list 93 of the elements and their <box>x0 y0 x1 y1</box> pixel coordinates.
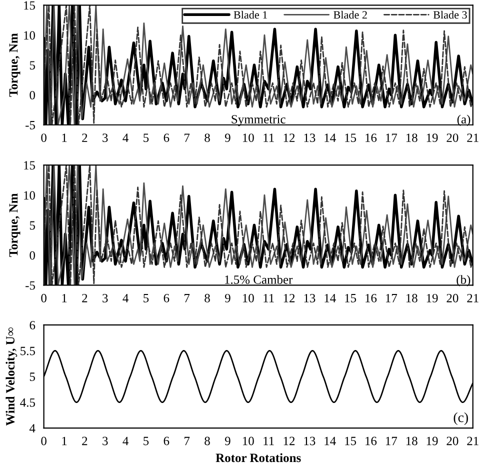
y-tick-label: 4.5 <box>20 398 36 407</box>
x-tick-label: 20 <box>446 294 458 302</box>
x-tick-label: 3 <box>102 134 108 142</box>
x-tick-label: 1 <box>62 436 67 446</box>
x-tick-label: 0 <box>41 436 46 446</box>
x-tick-label: 12 <box>284 134 295 142</box>
x-tick-label: 0 <box>41 134 46 142</box>
x-axis-title: Rotor Rotations <box>216 453 301 462</box>
y-axis-title: Torque, Nm <box>9 193 20 257</box>
x-tick-label: 9 <box>224 134 230 142</box>
y-tick-label: 5.5 <box>20 346 36 356</box>
x-tick-label: 2 <box>82 294 88 302</box>
x-tick-label: 16 <box>366 436 377 446</box>
x-tick-label: 20 <box>446 134 458 142</box>
y-tick-label: 5 <box>30 372 36 381</box>
x-tick-label: 3 <box>102 436 108 446</box>
x-tick-label: 4 <box>122 294 128 302</box>
annotation: Symmetric <box>232 115 286 126</box>
x-tick-label: 14 <box>324 134 336 142</box>
x-tick-label: 9 <box>224 436 230 446</box>
x-tick-label: 16 <box>366 134 377 142</box>
y-tick-label: 5 <box>30 61 36 70</box>
y-tick-label: -5 <box>26 121 36 130</box>
y-axis-title: Torque, Nm <box>9 33 20 97</box>
x-tick-label: 7 <box>184 294 190 302</box>
x-tick-label: 19 <box>426 436 438 446</box>
x-tick-label: 11 <box>264 436 274 446</box>
y-tick-label: 0 <box>30 251 36 260</box>
x-tick-label: 16 <box>366 294 377 302</box>
x-tick-label: 13 <box>304 134 316 142</box>
x-tick-label: 19 <box>426 134 438 142</box>
y-tick-label: 5 <box>30 221 36 230</box>
x-tick-label: 7 <box>184 436 190 446</box>
y-tick-label: 6 <box>30 321 36 330</box>
y-tick-label: 10 <box>24 191 36 200</box>
annotation: (b) <box>456 275 470 286</box>
x-tick-label: 17 <box>386 134 398 142</box>
x-tick-label: 0 <box>41 294 46 302</box>
x-tick-label: 15 <box>345 436 356 446</box>
x-tick-label: 5 <box>144 134 149 142</box>
x-tick-label: 14 <box>324 436 336 446</box>
x-tick-label: 4 <box>122 134 128 142</box>
x-tick-label: 10 <box>242 436 254 446</box>
x-tick-label: 12 <box>284 436 295 446</box>
x-tick-label: 14 <box>324 294 336 302</box>
x-tick-label: 5 <box>144 436 149 446</box>
x-tick-label: 21 <box>467 294 478 302</box>
x-tick-label: 5 <box>144 294 149 302</box>
annotation: (a) <box>457 114 470 126</box>
y-axis-title: Wind Velocity, U∞ <box>6 328 18 426</box>
x-tick-label: 1 <box>62 134 67 142</box>
x-tick-label: 6 <box>164 294 170 302</box>
annotation: (c) <box>454 412 468 425</box>
x-tick-label: 2 <box>82 436 88 446</box>
x-tick-label: 13 <box>304 436 316 446</box>
legend-label: Blade 3 <box>433 10 467 19</box>
legend-label: Blade 2 <box>334 10 367 19</box>
x-tick-label: 20 <box>446 436 458 446</box>
x-tick-label: 3 <box>102 294 108 302</box>
x-tick-label: 1 <box>62 294 67 302</box>
x-tick-label: 8 <box>204 134 210 142</box>
x-tick-label: 7 <box>184 134 190 142</box>
x-tick-label: 11 <box>264 134 274 142</box>
x-tick-label: 8 <box>204 294 210 302</box>
y-tick-label: 0 <box>30 90 36 100</box>
x-tick-label: 21 <box>467 436 478 446</box>
x-tick-label: 8 <box>204 436 210 446</box>
annotation: 1.5% Camber <box>225 275 293 284</box>
y-tick-label: 15 <box>24 1 36 10</box>
x-tick-label: 15 <box>345 294 356 302</box>
x-tick-label: 15 <box>345 134 356 142</box>
x-tick-label: 6 <box>164 436 170 446</box>
y-tick-label: 4 <box>29 424 36 432</box>
x-tick-label: 10 <box>242 294 254 302</box>
x-tick-label: 17 <box>386 294 398 302</box>
x-tick-label: 18 <box>406 134 418 142</box>
x-tick-label: 21 <box>467 134 478 142</box>
x-tick-label: 9 <box>224 294 230 302</box>
x-tick-label: 18 <box>406 294 418 302</box>
x-tick-label: 12 <box>284 294 295 302</box>
x-tick-label: 2 <box>82 134 88 142</box>
x-tick-label: 17 <box>386 436 398 446</box>
x-tick-label: 18 <box>406 436 418 446</box>
x-tick-label: 6 <box>164 134 170 142</box>
x-tick-label: 13 <box>304 294 316 302</box>
legend-label: Blade 1 <box>234 10 268 19</box>
x-tick-label: 4 <box>122 436 128 446</box>
x-tick-label: 10 <box>242 134 254 142</box>
x-tick-label: 11 <box>264 294 274 302</box>
y-tick-label: 10 <box>24 31 36 40</box>
y-tick-label: -5 <box>26 281 36 290</box>
x-tick-label: 19 <box>426 294 438 302</box>
y-tick-label: 15 <box>24 161 36 170</box>
